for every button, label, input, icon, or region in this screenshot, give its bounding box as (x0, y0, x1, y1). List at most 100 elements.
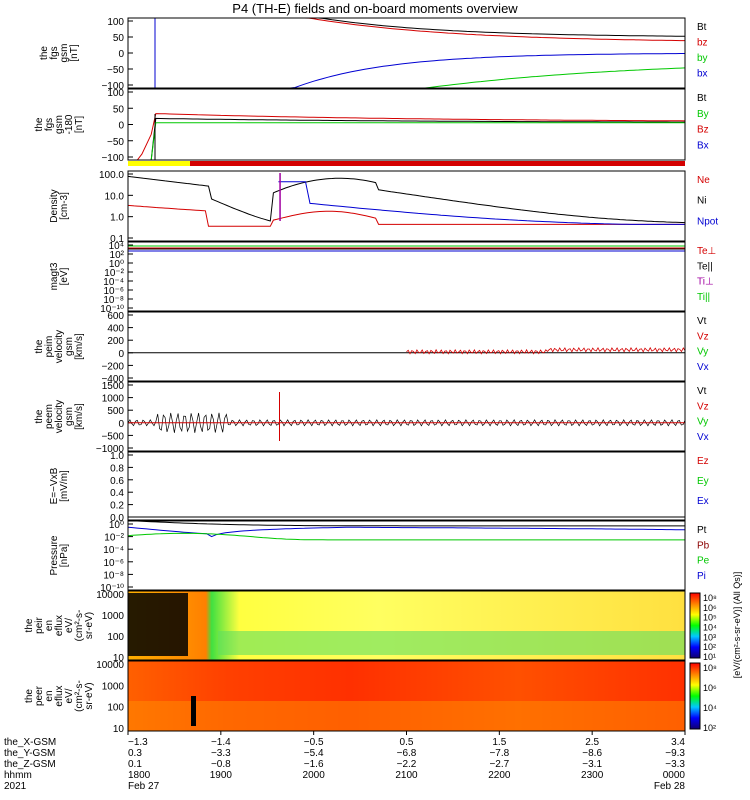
y-tick-label: 100 (107, 88, 124, 99)
y-tick-label: 10⁻¹⁰ (100, 304, 124, 315)
legend-entry: Vt (697, 316, 707, 327)
y-tick-label: 500 (107, 406, 124, 417)
x-tick-label: −3.3 (665, 759, 685, 770)
y-tick-label: 100 (107, 17, 124, 28)
series-by (128, 67, 686, 89)
panel-frame (127, 520, 686, 591)
x-tick-label: −2.2 (397, 759, 417, 770)
x-row-label: the_Z-GSM (4, 759, 56, 770)
y-axis-label: peer (34, 685, 45, 706)
y-tick-label: 50 (113, 33, 125, 44)
legend-entry: By (697, 109, 709, 120)
legend-entry: by (697, 53, 708, 64)
legend-entry: Bt (697, 93, 707, 104)
x-tick-label: −1.6 (304, 759, 324, 770)
x-tick-label: 2000 (303, 770, 326, 781)
x-tick-label: Feb 27 (128, 781, 160, 792)
y-tick-label: 10⁻² (104, 533, 124, 544)
x-row-label: hhmm (4, 770, 32, 781)
x-tick-label: −6.8 (397, 748, 417, 759)
legend-entry: Vz (697, 401, 709, 412)
legend-entry: Ex (697, 496, 709, 507)
y-tick-label: 0.6 (110, 476, 124, 487)
y-axis-label: (cm²-s- (74, 680, 85, 712)
series-Bt (128, 17, 685, 37)
y-tick-label: 10² (110, 250, 125, 261)
legend-entry: Vx (697, 362, 709, 373)
series-Bz (128, 113, 686, 161)
y-tick-label: 100.0 (99, 170, 124, 181)
y-axis-label: sr-eV) (84, 682, 95, 709)
y-tick-label: 10⁻⁴ (103, 277, 124, 288)
y-tick-label: 400 (107, 324, 124, 335)
colorbar-tick-label: 10⁵ (703, 613, 717, 623)
y-tick-label: −500 (101, 431, 124, 442)
y-axis-label: [nPa] (59, 544, 70, 568)
y-tick-label: 50 (113, 104, 125, 115)
y-tick-label: 0 (118, 419, 124, 430)
y-axis-label: the (34, 339, 45, 353)
x-tick-label: −9.3 (665, 748, 685, 759)
ele-low-energy-band (128, 701, 685, 731)
y-tick-label: −200 (101, 361, 124, 372)
y-tick-label: 100 (107, 632, 124, 643)
series-By (128, 122, 685, 161)
x-row-label: 2021 (4, 781, 27, 792)
panel-frame (127, 170, 686, 242)
x-tick-label: −3.3 (211, 748, 231, 759)
ele-gap (191, 696, 196, 726)
y-axis-label: Pressure (49, 535, 60, 575)
y-axis-label: the (24, 618, 35, 632)
y-tick-label: 10⁰ (109, 259, 124, 270)
y-axis-label: magt3 (49, 262, 60, 290)
series-Ne (127, 204, 685, 227)
legend-entry: Vy (697, 417, 708, 428)
y-tick-label: −100 (101, 81, 124, 92)
legend-entry: Npot (697, 216, 718, 227)
y-tick-label: 1500 (102, 381, 125, 392)
y-tick-label: 10⁻¹⁰ (100, 583, 124, 594)
colorbar-tick-label: 10³ (703, 632, 716, 642)
x-tick-label: 2100 (395, 770, 418, 781)
series-Ni (127, 175, 686, 224)
y-tick-label: 10⁰ (109, 520, 124, 531)
x-tick-label: −1.3 (128, 737, 148, 748)
y-tick-label: 10⁻⁸ (103, 570, 124, 581)
y-axis-label: [nT] (69, 44, 80, 61)
y-tick-label: −1000 (96, 444, 125, 455)
y-axis-label: gsm (64, 337, 75, 356)
colorbar (689, 592, 701, 659)
y-axis-label: the (34, 117, 45, 131)
x-tick-label: 2200 (488, 770, 511, 781)
ion-dark-region (128, 593, 188, 656)
legend-entry: Bx (697, 140, 709, 151)
y-axis-label: (cm²-s- (74, 610, 85, 642)
x-tick-label: Feb 28 (654, 781, 686, 792)
y-tick-label: 10 (113, 653, 125, 664)
y-axis-label: [nT] (74, 116, 85, 133)
y-tick-label: 0.1 (110, 234, 124, 245)
x-tick-label: −2.7 (489, 759, 509, 770)
x-tick-label: −5.4 (304, 748, 324, 759)
x-tick-label: 0.5 (400, 737, 414, 748)
y-axis-label: [mV/m] (59, 470, 70, 502)
legend-entry: Vx (697, 432, 709, 443)
y-axis-label: E=−VxB (49, 467, 60, 504)
y-axis-label: [eV] (59, 267, 70, 285)
y-axis-label: gsm (59, 44, 70, 63)
y-tick-label: 1000 (102, 681, 125, 692)
panel-frame (127, 451, 686, 521)
x-tick-label: 1800 (128, 770, 151, 781)
legend-entry: Pi (697, 571, 706, 582)
y-tick-label: 600 (107, 311, 124, 322)
y-tick-label: 0.2 (110, 501, 124, 512)
y-tick-label: 10⁻⁶ (103, 558, 124, 569)
panel-frame (127, 590, 686, 661)
y-axis-label: gsm (54, 115, 65, 134)
x-tick-label: 2.5 (585, 737, 599, 748)
y-tick-label: −50 (107, 137, 124, 148)
panel-frame (127, 88, 686, 161)
x-tick-label: 0.3 (128, 748, 142, 759)
legend-entry: Vt (697, 386, 707, 397)
panel-frame (127, 17, 686, 89)
